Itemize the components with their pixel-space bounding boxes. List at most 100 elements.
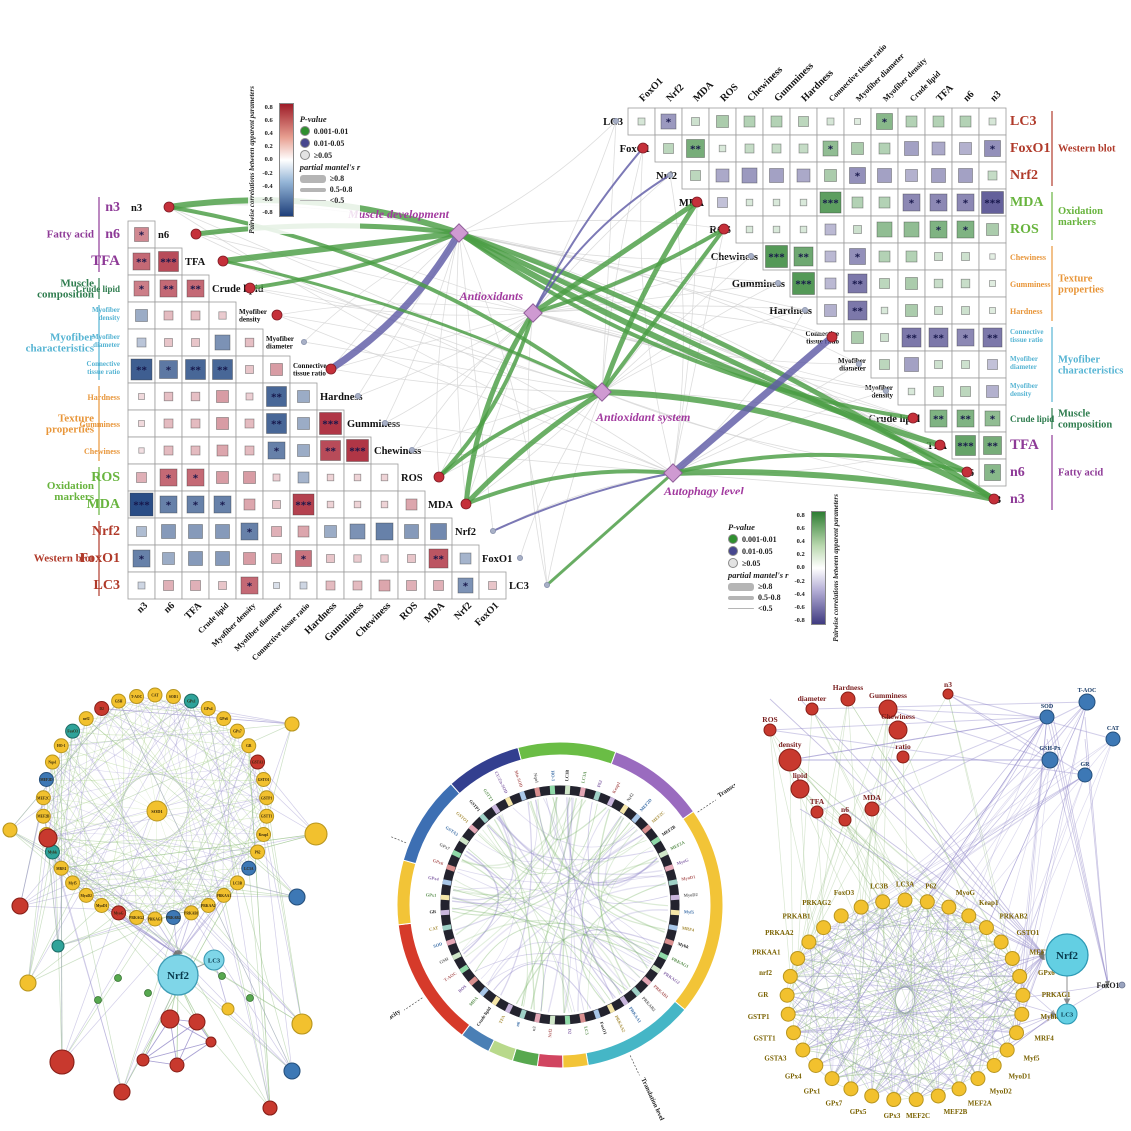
right-label-Gumminess: Gumminess (1010, 280, 1050, 289)
diag-label-Myofiber diameter: Myofiber diameter (838, 357, 866, 373)
category-Myofiber: Myofiber characteristics (1058, 355, 1123, 377)
correlation-square (907, 387, 916, 396)
hub-node-Nrf2 (157, 954, 199, 996)
correlation-square (459, 552, 472, 565)
matrix-cell (127, 436, 156, 465)
correlation-square (877, 168, 892, 183)
correlation-square (932, 115, 945, 128)
correlation-square (324, 525, 337, 538)
pvalue-dot-gray (299, 150, 310, 161)
external-label-line (697, 799, 717, 813)
correlation-square (295, 550, 312, 567)
correlation-square (904, 141, 919, 156)
x-label-n3: n3 (135, 600, 150, 615)
trait-cluster-node (169, 1057, 185, 1073)
correlation-square (745, 225, 754, 234)
significance-stars: * (301, 554, 307, 566)
trait-dot (433, 471, 445, 483)
mantel-line-medium (728, 595, 754, 600)
correlation-square (934, 360, 943, 369)
small-node (94, 996, 102, 1004)
significance-stars: * (139, 284, 145, 296)
outer-node (113, 1083, 131, 1101)
circos-gene-label-MyoD1: MyoD1 (681, 874, 697, 882)
hub-node-AL (663, 463, 683, 483)
gene-node-MRF4 (53, 860, 69, 876)
gene-node-label: GPx1 (187, 700, 196, 704)
correlation-square (956, 409, 975, 428)
correlation-square (931, 168, 946, 183)
circos-gene-label-Mn-SOD: Mn-SOD (514, 770, 525, 789)
cluster-yellow-node (221, 1002, 235, 1016)
circos-gene-label-LC3: LC3 (583, 1026, 590, 1036)
correlation-square (934, 306, 943, 315)
correlation-square (851, 331, 864, 344)
gene-node-label: nrf2 (83, 717, 90, 721)
circos-gene-label-GSTT1: GSTT1 (482, 788, 494, 803)
significance-stars: ** (190, 365, 202, 377)
correlation-square (159, 495, 178, 514)
correlation-square (955, 435, 976, 456)
gene-label-Myf5: Myf5 (1024, 1055, 1040, 1063)
correlation-square (798, 143, 809, 154)
correlation-square (240, 576, 259, 595)
category-Texture: Texture properties (46, 413, 95, 436)
mantel-edge (327, 229, 463, 373)
mantel-item: 0.5-0.8 (299, 185, 360, 194)
trait-node-SOD (1039, 709, 1055, 725)
circos-gene-label-n3: n3 (531, 1025, 537, 1031)
gene-block-FoxO1 (593, 1009, 601, 1019)
gene-label-MyoG: MyoG (956, 889, 976, 897)
correlation-square (905, 250, 918, 263)
gene-label-GPx6: GPx6 (1038, 969, 1055, 977)
legend-right: P-value 0.001-0.01 0.01-0.05 ≥0.05 parti… (728, 494, 841, 642)
correlation-square (326, 473, 335, 482)
significance-stars: *** (160, 257, 177, 269)
trait-label-TFA: TFA (810, 797, 825, 806)
gene-label-MEF2C: MEF2C (906, 1112, 930, 1120)
correlation-square (191, 338, 200, 347)
hub-label-Nrf2: Nrf2 (167, 970, 189, 982)
trait-node-Chewiness (888, 720, 908, 740)
correlation-square (981, 191, 1004, 214)
outer-node (2, 822, 18, 838)
category-Texture: Texture properties (1058, 274, 1104, 296)
mantel-edge (167, 205, 604, 394)
trait-node-MDA (864, 801, 880, 817)
gene-node-P62 (250, 844, 266, 860)
gene-node-label: HO-1 (57, 744, 66, 748)
mantel-edge (599, 389, 997, 502)
correlation-square (245, 365, 254, 374)
correlation-square (849, 167, 866, 184)
gene-node-label: PRKAG1 (148, 918, 163, 922)
significance-stars: * (247, 527, 253, 539)
correlation-square (353, 473, 362, 482)
pvalue-dot-gray (728, 558, 738, 569)
correlation-square (190, 580, 201, 591)
gene-node-label: GSTO1 (258, 778, 270, 782)
pvalue-dot-green (299, 126, 310, 137)
correlation-square (988, 117, 997, 126)
gene-node-MEF2B (930, 1088, 946, 1104)
trait-cluster-node (160, 1009, 180, 1029)
trait-label-diameter: diameter (798, 694, 827, 703)
gene-label-MyoD1: MyoD1 (1008, 1072, 1031, 1080)
mantel-item: ≥0.8 (299, 174, 360, 183)
circos-gene-label-n6: n6 (515, 1020, 522, 1027)
correlation-square (933, 386, 944, 397)
trait-dot (244, 282, 256, 294)
gene-label-MEF2D: MEF2D (1030, 948, 1054, 956)
trait-cluster-node (205, 1036, 217, 1048)
pvalue-dot-green (728, 534, 738, 545)
col-label-FoxO1: FoxO1 (637, 76, 665, 104)
category-Fatty acid: Fatty acid (47, 229, 94, 241)
significance-stars: * (166, 365, 172, 377)
external-label-line (390, 835, 407, 844)
correlation-square (136, 472, 147, 483)
correlation-square (132, 252, 151, 271)
diag-label-Gumminess: Gumminess (732, 279, 785, 290)
gene-node-MEF2C (35, 790, 51, 806)
correlation-square (270, 363, 283, 376)
gene-node-label: MyoD1 (96, 904, 108, 908)
mantel-edge (463, 389, 605, 507)
